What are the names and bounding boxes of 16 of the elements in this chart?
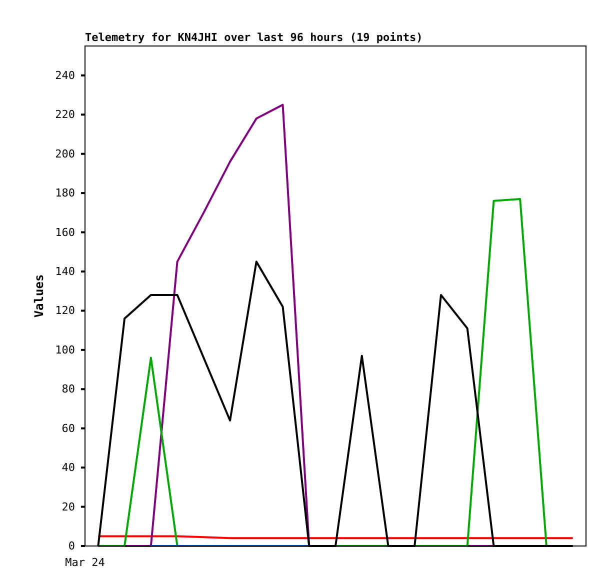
y-tick-label: 0 [68,540,75,553]
y-tick-label: 40 [62,461,75,474]
y-tick-label: 20 [62,500,75,514]
text: Mar 24 [65,556,106,569]
y-tick-label: 80 [62,382,75,396]
y-axis-title: Values [32,274,46,318]
y-tick-label: 140 [55,265,75,278]
y-tick-label: 220 [55,108,75,122]
y-tick-label: 200 [55,147,75,160]
y-tick-label: 120 [55,304,75,318]
y-tick-label: 60 [62,422,75,435]
y-tick-label: 100 [55,343,75,356]
y-tick-label: 160 [55,226,75,239]
y-tick-label: 240 [55,68,75,82]
chart-title: Telemetry for KN4JHI over last 96 hours (19 points) [85,31,423,44]
y-tick-label: 180 [55,186,75,200]
